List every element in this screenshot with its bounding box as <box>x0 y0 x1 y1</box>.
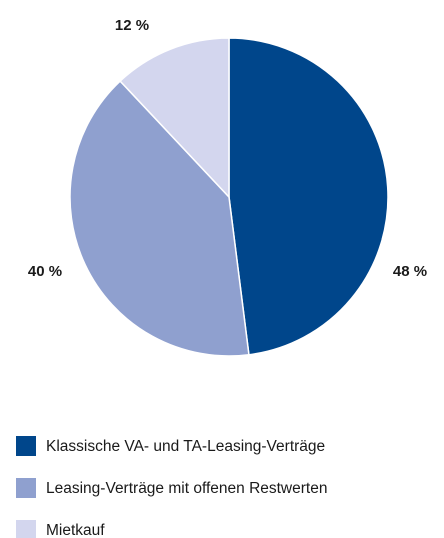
pie-slice <box>69 80 250 357</box>
value-label: 48 % <box>393 263 427 280</box>
legend-label: Klassische VA- und TA-Leasing-Verträge <box>46 438 325 455</box>
legend-label: Leasing-Verträge mit offenen Restwerten <box>46 480 327 497</box>
legend-label: Mietkauf <box>46 522 105 538</box>
value-label: 40 % <box>28 263 62 280</box>
pie-slice <box>228 37 389 356</box>
legend-swatch <box>16 520 36 538</box>
legend-swatch <box>16 478 36 498</box>
legend-swatch <box>16 436 36 456</box>
pie-slice <box>119 37 230 199</box>
value-label: 12 % <box>115 17 149 34</box>
